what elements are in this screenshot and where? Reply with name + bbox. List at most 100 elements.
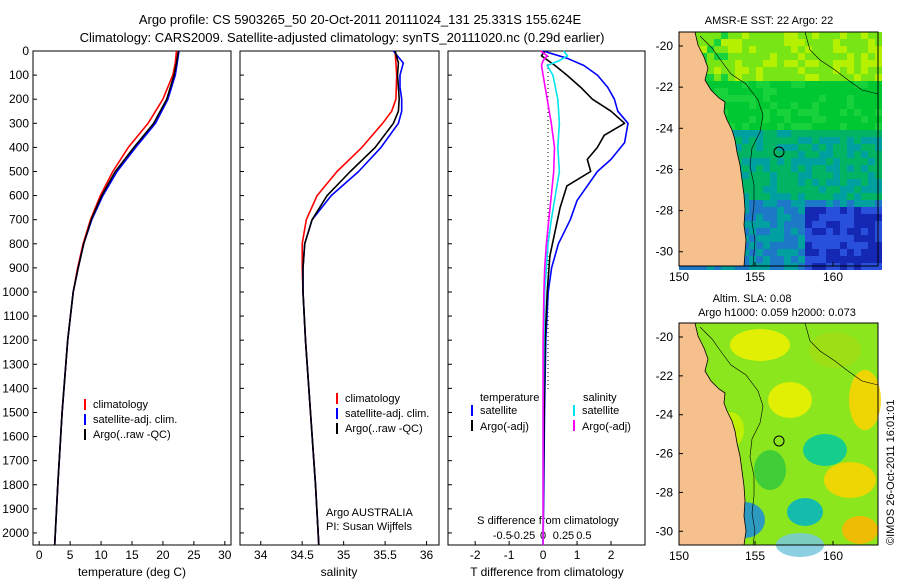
sst-cell [777,123,784,130]
map-lon-label: 160 [823,270,843,284]
sst-cell [742,214,749,221]
sst-cell [798,200,805,207]
sst-cell [840,186,847,193]
sst-cell [749,81,756,88]
legend-t-argo: Argo(-adj) [480,421,529,433]
sst-cell [777,158,784,165]
sst-cell [791,186,798,193]
sst-cell [735,130,742,137]
sst-cell [728,116,735,123]
sst-cell [833,151,840,158]
sst-cell [819,102,826,109]
sst-cell [742,74,749,81]
sst-cell [742,130,749,137]
sst-cell [854,151,861,158]
sst-cell [770,242,777,249]
map-lat-label: -24 [656,408,674,422]
sst-cell [826,235,833,242]
sst-cell [840,249,847,256]
depth-tick-label: 2000 [2,526,29,540]
sst-cell [819,186,826,193]
reef-contour [804,322,879,386]
sst-cell [861,137,868,144]
sst-cell [714,88,721,95]
sst-cell [791,137,798,144]
sst-cell [840,179,847,186]
sst-cell [763,53,770,60]
sst-cell [833,242,840,249]
sst-cell [847,242,854,249]
sst-cell [763,235,770,242]
sst-cell [756,95,763,102]
sst-cell [826,60,833,67]
sst-cell [854,123,861,130]
sst-cell [826,228,833,235]
sst-cell [693,32,700,39]
sst-cell [742,207,749,214]
sst-cell [749,207,756,214]
sst-cell [826,151,833,158]
x-tick-label: 1 [574,548,581,562]
sst-cell [826,130,833,137]
sst-cell [826,74,833,81]
sst-cell [868,249,875,256]
sst-cell [819,214,826,221]
sst-cell [854,200,861,207]
sst-cell [819,221,826,228]
sla-anomaly-blob [809,332,861,368]
depth-tick-label: 1500 [2,405,29,419]
sst-cell [770,256,777,263]
sst-cell [840,228,847,235]
sst-cell [749,242,756,249]
sst-cell [805,193,812,200]
sst-cell [847,235,854,242]
sst-cell [735,88,742,95]
sst-cell [812,46,819,53]
sst-cell [756,179,763,186]
sst-cell [840,88,847,95]
sst-cell [798,123,805,130]
sst-cell [742,53,749,60]
sst-cell [819,116,826,123]
sst-cell [784,39,791,46]
sst-cell [805,123,812,130]
sst-cell [840,158,847,165]
sst-cell [819,235,826,242]
sst-cell [777,74,784,81]
sst-cell [777,221,784,228]
sst-cell [819,95,826,102]
sst-cell [791,221,798,228]
sst-cell [847,130,854,137]
sst-cell [777,193,784,200]
sst-cell [749,74,756,81]
sst-cell [777,179,784,186]
sst-cell [854,74,861,81]
sst-cell [805,60,812,67]
shelf-contour [699,35,764,267]
sst-cell [826,32,833,39]
sst-cell [805,235,812,242]
sst-cell [812,242,819,249]
sst-cell [742,179,749,186]
sst-cell [833,74,840,81]
sst-cell [826,46,833,53]
sst-cell [735,109,742,116]
sst-cell [847,60,854,67]
sst-cell [805,144,812,151]
sst-cell [742,46,749,53]
sst-cell [861,60,868,67]
depth-tick-label: 1700 [2,454,29,468]
sst-cell [756,151,763,158]
sst-cell [819,130,826,137]
sst-cell [819,60,826,67]
sst-cell [854,193,861,200]
sst-cell [833,137,840,144]
sst-cell [861,67,868,74]
sst-cell [770,186,777,193]
sst-cell [770,158,777,165]
header-line2: Climatology: CARS2009. Satellite-adjuste… [80,30,605,45]
sst-cell [756,228,763,235]
sst-cell [763,200,770,207]
s-diff-argo-adj- [540,50,556,545]
sst-cell [840,116,847,123]
